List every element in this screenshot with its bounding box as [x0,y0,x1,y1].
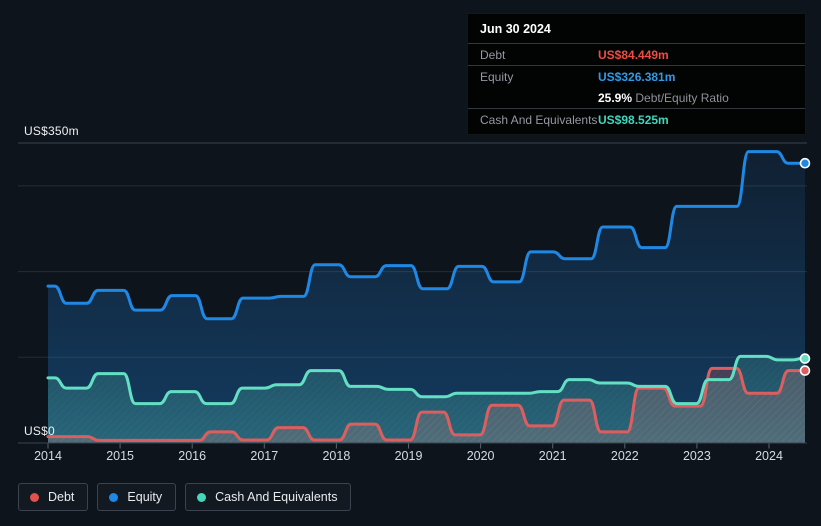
legend-item-debt[interactable]: Debt [18,483,88,511]
legend-equity-label: Equity [127,490,162,504]
x-axis-label-2014: 2014 [34,449,62,463]
tooltip-date: Jun 30 2024 [468,14,805,44]
x-axis-label-2018: 2018 [322,449,350,463]
hover-tooltip: Jun 30 2024 Debt US$84.449m Equity US$32… [467,13,806,135]
x-axis-label-2024: 2024 [755,449,783,463]
x-axis-label-2023: 2023 [683,449,711,463]
x-axis-label-2017: 2017 [250,449,278,463]
equity-endpoint-dot[interactable] [801,159,810,168]
series-areas [48,152,805,443]
tooltip-ratio-label: Debt/Equity Ratio [635,91,728,105]
x-axis-label-2022: 2022 [611,449,639,463]
tooltip-debt-value: US$84.449m [598,48,669,62]
tooltip-cash-value: US$98.525m [598,113,669,127]
y-axis-zero-label: US$0 [24,424,55,438]
debt-dot-icon [30,493,39,502]
x-axis-label-2016: 2016 [178,449,206,463]
tooltip-cash-label: Cash And Equivalents [480,113,598,127]
legend: Debt Equity Cash And Equivalents [18,483,351,511]
tooltip-equity-label: Equity [480,70,598,84]
x-axis-label-2021: 2021 [539,449,567,463]
equity-dot-icon [109,493,118,502]
legend-cash-label: Cash And Equivalents [215,490,337,504]
x-axis-label-2020: 2020 [467,449,495,463]
cash-endpoint-dot[interactable] [801,354,810,363]
legend-debt-label: Debt [48,490,74,504]
x-axis-label-2019: 2019 [395,449,423,463]
legend-item-cash[interactable]: Cash And Equivalents [185,483,351,511]
x-axis-labels: 2014 2015 2016 2017 2018 2019 2020 2021 2022 2023… [0,449,821,465]
debt-equity-history-chart: US$350m US$0 2014 2015 2016 2017 2018 2019 202… [0,0,821,526]
legend-item-equity[interactable]: Equity [97,483,176,511]
y-axis-max-label: US$350m [24,124,79,138]
x-axis-baseline [18,443,807,449]
tooltip-debt-label: Debt [480,48,598,62]
tooltip-ratio-value: 25.9% Debt/Equity Ratio [598,91,729,105]
x-axis-label-2015: 2015 [106,449,134,463]
debt-endpoint-dot[interactable] [801,366,810,375]
cash-dot-icon [197,493,206,502]
tooltip-equity-value: US$326.381m [598,70,675,84]
